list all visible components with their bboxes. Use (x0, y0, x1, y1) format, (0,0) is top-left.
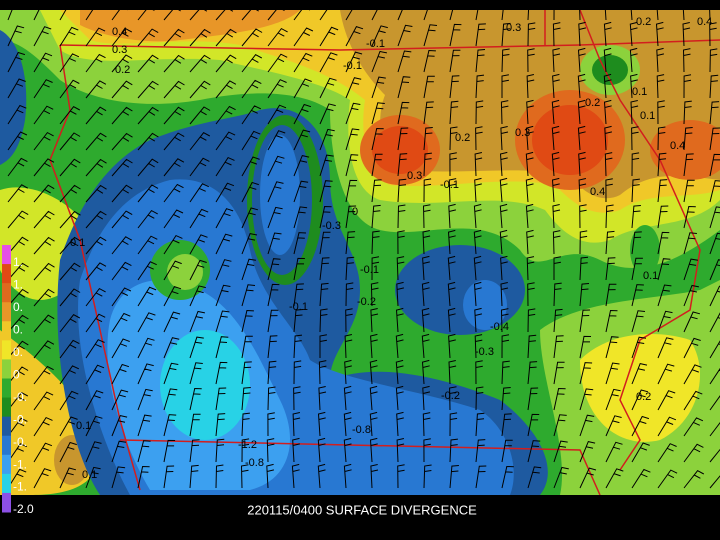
colorbar-swatch (2, 492, 11, 513)
colorbar-swatch (2, 454, 11, 475)
colorbar-swatch (2, 340, 11, 360)
contour-label: -0.1 (366, 38, 385, 50)
contour-label: 0 (352, 206, 358, 218)
colorbar-label: 0. (13, 323, 23, 337)
contour-label: 0.1 (632, 86, 647, 98)
colorbar-label: -1. (13, 457, 27, 471)
colorbar: 1. 1. 0. 0. 0. 0 -0. -0. -0. -1. -1. -2.0 (2, 245, 34, 516)
contour-label: 0.2 (636, 16, 651, 28)
contour-label: -0.3 (322, 220, 341, 232)
contour-labels: 0.4 0.3 0.2 -0.1 0.3 0.2 0.4 -0.1 0.1 0.2 0.3 0.2 0.… (70, 16, 712, 481)
colorbar-label: -0. (13, 412, 27, 426)
colorbar-swatch (2, 245, 11, 265)
caption: 220115/0400 SURFACE DIVERGENCE (247, 502, 477, 517)
colorbar-swatch (2, 435, 11, 456)
contour-label: 0.4 (112, 26, 127, 38)
colorbar-swatch (2, 378, 11, 399)
wind-barbs (7, 10, 720, 489)
contour-label: -1.2 (238, 439, 257, 451)
colorbar-swatch (2, 283, 11, 303)
barb-path (7, 10, 720, 489)
contour-label: 0.2 (636, 391, 651, 403)
colorbar-swatch (2, 264, 11, 284)
contour-label: 0.3 (112, 44, 127, 56)
contour-label: -0.3 (475, 346, 494, 358)
colorbar-swatch (2, 302, 11, 322)
state-borders (49, 10, 720, 495)
colorbar-swatch (2, 359, 11, 379)
colorbar-swatch (2, 321, 11, 341)
contour-label: 0.4 (590, 186, 605, 198)
contour-label: 0.1 (640, 110, 655, 122)
colorbar-label: 0. (13, 300, 23, 314)
colorbar-label: 1. (13, 278, 23, 292)
contour-label: 0.1 (82, 469, 97, 481)
contour-label: -0.2 (357, 296, 376, 308)
contour-label: 0.1 (76, 420, 91, 432)
colorbar-label: 1. (13, 255, 23, 269)
contour-label: 0.2 (115, 64, 130, 76)
colorbar-label: 0 (13, 367, 20, 381)
contour-label: -0.2 (441, 390, 460, 402)
contour-label: -0.1 (289, 301, 308, 313)
contour-label: 0.4 (697, 16, 712, 28)
colorbar-label: -1. (13, 480, 27, 494)
contour-label: -0.1 (360, 264, 379, 276)
colorbar-label: 0. (13, 345, 23, 359)
contour-label: 0.1 (643, 270, 658, 282)
colorbar-label: -2.0 (13, 502, 34, 516)
contour-label: -0.8 (352, 424, 371, 436)
contour-label: -0.8 (245, 457, 264, 469)
contour-label: 0.3 (407, 170, 422, 182)
contour-label: 0.1 (70, 237, 85, 249)
contour-label: -0.4 (490, 321, 509, 333)
contour-label: 0.2 (455, 132, 470, 144)
colorbar-swatch (2, 416, 11, 437)
contour-label: 0.3 (506, 22, 521, 34)
contour-fill (0, 10, 720, 495)
colorbar-label: -0. (13, 435, 27, 449)
colorbar-swatch (2, 473, 11, 494)
contour-label: 0.2 (585, 97, 600, 109)
colorbar-label: -0. (13, 390, 27, 404)
colorbar-swatch (2, 397, 11, 418)
contour-label: 0.4 (670, 140, 685, 152)
contour-label: -0.1 (343, 60, 362, 72)
contour-label: 0.3 (515, 127, 530, 139)
contour-label: -0.1 (440, 179, 459, 191)
